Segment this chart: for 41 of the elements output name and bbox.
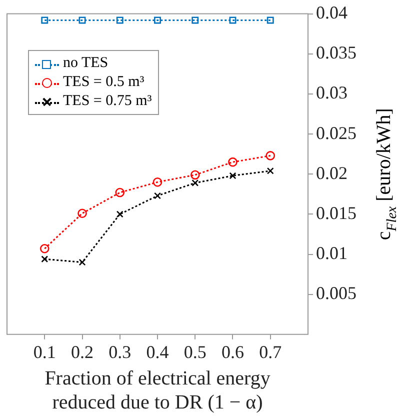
y-tick-label: 0.02 [316, 162, 348, 183]
x-tick-label: 0.3 [108, 342, 132, 362]
point [78, 208, 87, 218]
legend-label: no TES [63, 54, 108, 73]
point [192, 179, 199, 186]
y-tick-label: 0.035 [316, 42, 356, 63]
x-tick-label: 0.6 [222, 342, 244, 362]
point [78, 258, 86, 266]
point [40, 244, 50, 254]
legend-label: TES = 0.75 m³ [63, 92, 152, 111]
point [41, 16, 48, 24]
point [115, 188, 125, 198]
point [78, 16, 86, 24]
y-tick-label: 0.01 [316, 242, 348, 263]
y-tick-label: 0.015 [316, 202, 356, 223]
x-tick-label: 0.2 [71, 342, 94, 362]
point [266, 167, 274, 174]
point [190, 170, 200, 180]
point [152, 177, 162, 187]
y-axis-title: cFlex [euro/kWh] [373, 108, 400, 240]
point [228, 157, 238, 167]
y-tick-label: 0.03 [316, 82, 348, 103]
point [266, 151, 276, 160]
point [116, 210, 124, 218]
point [229, 172, 236, 180]
legend-label: TES = 0.5 m³ [63, 73, 144, 92]
point [192, 16, 199, 24]
y-tick-label: 0.005 [316, 283, 356, 304]
point [41, 256, 48, 263]
x-tick-label: 0.4 [146, 342, 169, 362]
y-tick-label: 0.025 [316, 122, 356, 143]
x-axis-title: Fraction of electrical energy reduced due to DR (1 − α) [44, 367, 270, 414]
x-tick-label: 0.7 [259, 342, 282, 362]
x-tick-label: 0.1 [33, 342, 56, 362]
point [266, 16, 274, 24]
point [229, 16, 236, 24]
point [116, 16, 124, 24]
y-tick-label: 0.04 [316, 2, 348, 23]
point [154, 192, 161, 200]
point [154, 16, 161, 24]
x-tick-label: 0.5 [184, 342, 206, 362]
